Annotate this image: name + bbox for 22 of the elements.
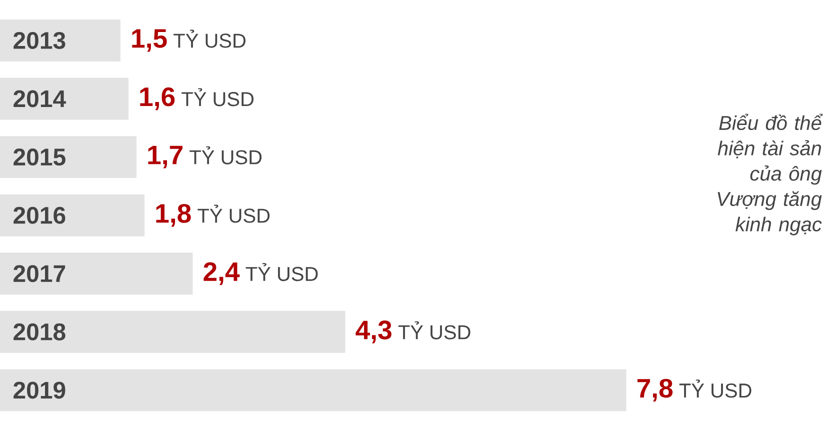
y-tick-label: 2013 [14, 32, 66, 50]
data-label: 7,8 TỶ USD [637, 378, 752, 402]
bar [0, 78, 128, 120]
bar [0, 20, 120, 62]
data-label: 1,8 TỶ USD [156, 204, 270, 227]
data-label: 1,6 TỶ USD [140, 87, 254, 110]
bar [0, 369, 626, 412]
bar [0, 194, 145, 236]
y-tick-label: 2018 [14, 323, 66, 340]
y-tick-label: 2019 [14, 382, 66, 399]
bar [0, 136, 136, 178]
data-label: 2,4 TỶ USD [204, 262, 318, 285]
text: Biểu đồ thể hiện tài sản của ông Vượng tăng kinh ngạc [718, 114, 823, 236]
data-label: 4,3 TỶ USD [356, 320, 470, 344]
data-label: 1,5 TỶ USD [132, 29, 246, 52]
y-tick-label: 2014 [14, 90, 66, 108]
y-tick-label: 2015 [14, 148, 66, 166]
bar [0, 252, 193, 295]
bar [0, 310, 346, 353]
y-tick-label: 2017 [14, 265, 66, 282]
data-label: 1,7 TỶ USD [148, 146, 262, 168]
y-tick-label: 2016 [14, 206, 66, 224]
